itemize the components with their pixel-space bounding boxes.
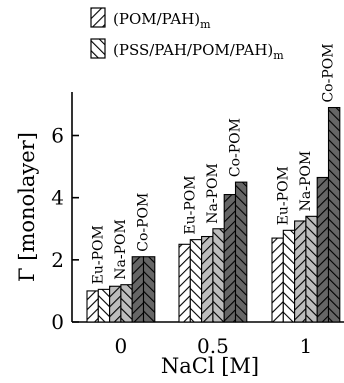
y-tick-label: 2 [51, 248, 64, 272]
legend: (POM/PAH)m (PSS/PAH/POM/PAH)m [90, 7, 284, 62]
legend-subscript-series-1: m [200, 18, 211, 31]
bar [131, 256, 145, 323]
bar [271, 237, 284, 323]
bars [86, 106, 341, 323]
legend-swatch-series-2 [90, 38, 106, 59]
svg-text:(PSS/PAH/POM/PAH)m: (PSS/PAH/POM/PAH)m [113, 41, 284, 62]
x-tick-label: 0.5 [197, 334, 229, 358]
x-tick-label: 0 [115, 334, 128, 358]
y-tick-label: 6 [51, 124, 64, 148]
bar [305, 215, 318, 323]
x-axis-title: NaCl [M] [161, 354, 259, 378]
legend-swatch-series-1 [90, 7, 106, 28]
bar [142, 256, 156, 323]
legend-item-series-1: (POM/PAH)m [90, 7, 211, 31]
bar [234, 181, 248, 323]
bar [189, 239, 203, 323]
x-tick-label: 1 [300, 334, 313, 358]
bar [109, 285, 122, 323]
group-labels: Eu-POM Na-POM Co-POM Eu-POM Na-POM Co-POM Eu-P… [90, 43, 336, 284]
bar [223, 194, 237, 323]
x-ticks: 0 0.5 1 [115, 334, 313, 358]
svg-text:(POM/PAH)m: (POM/PAH)m [113, 10, 211, 31]
bar [212, 228, 225, 323]
group-label: Eu-POM [275, 166, 291, 225]
legend-label-series-2: (PSS/PAH/POM/PAH) [113, 41, 273, 59]
bar [327, 106, 341, 323]
bar [201, 235, 214, 323]
bar [120, 284, 133, 323]
bar [282, 229, 296, 323]
y-ticks: 0 2 4 6 [51, 124, 79, 334]
y-tick-label: 4 [51, 186, 64, 210]
group-label: Co-POM [321, 43, 337, 102]
bar [178, 243, 191, 323]
bar [97, 288, 111, 323]
legend-subscript-series-2: m [273, 49, 284, 62]
y-tick-label: 0 [51, 310, 64, 334]
group-label: Eu-POM [90, 225, 106, 284]
group-label: Na-POM [113, 219, 129, 280]
group-label: Na-POM [205, 163, 221, 224]
y-axis-title: Γ [monolayer] [15, 132, 39, 282]
bar [316, 176, 330, 323]
bar [86, 290, 99, 323]
group-label: Co-POM [136, 193, 152, 252]
group-label: Na-POM [298, 151, 314, 212]
group-label: Eu-POM [182, 175, 198, 234]
legend-label-series-1: (POM/PAH) [113, 10, 200, 28]
group-label: Co-POM [228, 118, 244, 177]
bar [294, 220, 307, 323]
legend-item-series-2: (PSS/PAH/POM/PAH)m [90, 38, 284, 62]
